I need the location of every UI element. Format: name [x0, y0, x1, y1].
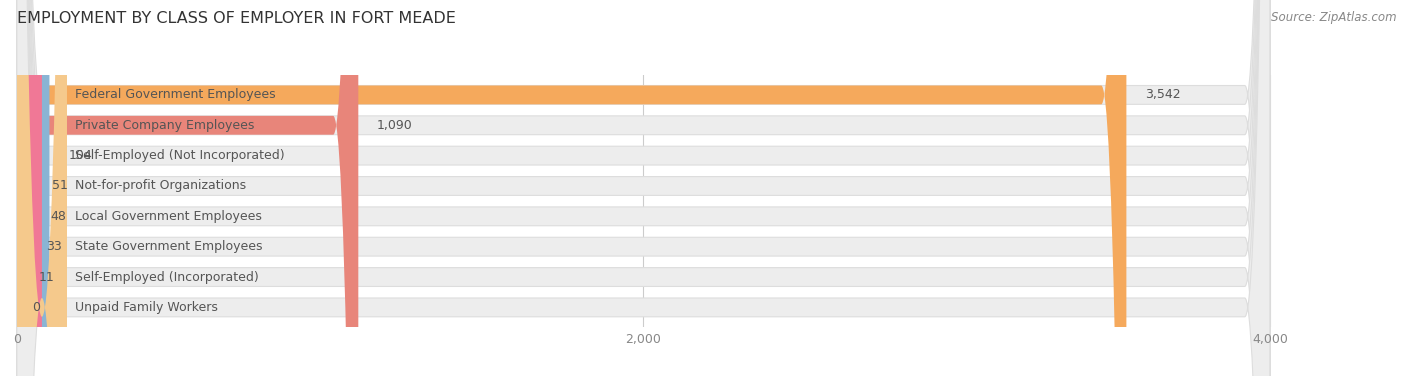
FancyBboxPatch shape [17, 0, 42, 376]
Text: EMPLOYMENT BY CLASS OF EMPLOYER IN FORT MEADE: EMPLOYMENT BY CLASS OF EMPLOYER IN FORT … [17, 11, 456, 26]
Text: 3,542: 3,542 [1144, 88, 1181, 102]
FancyBboxPatch shape [17, 0, 42, 376]
Text: 51: 51 [52, 179, 67, 193]
Text: State Government Employees: State Government Employees [75, 240, 263, 253]
FancyBboxPatch shape [17, 0, 67, 376]
FancyBboxPatch shape [17, 0, 1270, 376]
Text: Federal Government Employees: Federal Government Employees [75, 88, 276, 102]
Text: Unpaid Family Workers: Unpaid Family Workers [75, 301, 218, 314]
FancyBboxPatch shape [17, 0, 1270, 376]
Text: 48: 48 [51, 210, 66, 223]
FancyBboxPatch shape [17, 0, 1270, 376]
Text: Source: ZipAtlas.com: Source: ZipAtlas.com [1271, 11, 1396, 24]
Text: 1,090: 1,090 [377, 119, 413, 132]
Text: 33: 33 [46, 240, 62, 253]
Text: 11: 11 [39, 271, 55, 284]
FancyBboxPatch shape [17, 0, 49, 376]
Text: Private Company Employees: Private Company Employees [75, 119, 254, 132]
Text: 0: 0 [32, 301, 41, 314]
FancyBboxPatch shape [17, 0, 1270, 376]
FancyBboxPatch shape [17, 0, 42, 376]
Text: 104: 104 [69, 149, 91, 162]
FancyBboxPatch shape [17, 0, 1270, 376]
Text: Not-for-profit Organizations: Not-for-profit Organizations [75, 179, 246, 193]
FancyBboxPatch shape [17, 0, 1270, 376]
Text: Self-Employed (Not Incorporated): Self-Employed (Not Incorporated) [75, 149, 284, 162]
Text: Self-Employed (Incorporated): Self-Employed (Incorporated) [75, 271, 259, 284]
FancyBboxPatch shape [17, 0, 359, 376]
FancyBboxPatch shape [17, 0, 1270, 376]
Text: Local Government Employees: Local Government Employees [75, 210, 262, 223]
FancyBboxPatch shape [17, 0, 1270, 376]
FancyBboxPatch shape [17, 0, 1126, 376]
FancyBboxPatch shape [17, 0, 42, 376]
